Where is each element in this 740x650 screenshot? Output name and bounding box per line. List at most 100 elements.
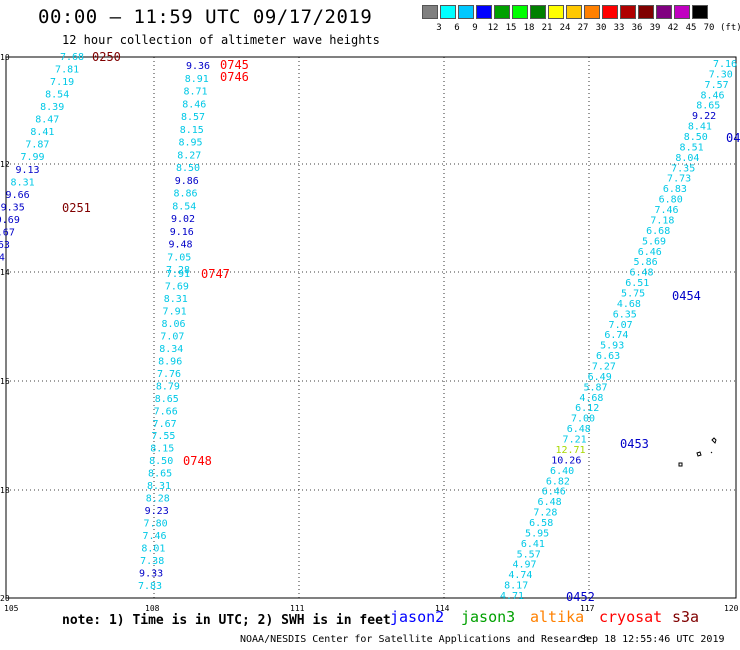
wave-height-value: 6.35 xyxy=(613,309,637,320)
color-scale-swatch xyxy=(566,5,582,19)
wave-height-value: 8.15 xyxy=(180,125,204,136)
wave-height-value: 8.96 xyxy=(158,356,182,367)
wave-height-value: 6.48 xyxy=(567,424,591,435)
pass-time-label: 0746 xyxy=(220,70,249,84)
wave-height-value: 7.07 xyxy=(160,331,184,342)
satellite-s3a: s3a xyxy=(672,608,700,626)
satellite-jason3: jason3 xyxy=(461,608,516,626)
wave-height-value: 6.40 xyxy=(550,466,574,477)
wave-height-value: 7.57 xyxy=(705,80,729,91)
pass-time-label: 04 xyxy=(726,131,740,145)
wave-height-value: 5.95 xyxy=(525,528,549,539)
wave-height-value: 8.57 xyxy=(181,112,205,123)
color-scale-label: 6 xyxy=(454,23,460,33)
wave-height-value: 6.82 xyxy=(546,476,570,487)
color-scale-swatch xyxy=(476,5,492,19)
wave-height-value: 6.74 xyxy=(604,330,628,341)
wave-height-value: 8.71 xyxy=(183,87,207,98)
x-tick-label: 105 xyxy=(4,604,19,613)
color-scale-swatch xyxy=(458,5,474,19)
wave-height-value: 8.01 xyxy=(141,544,165,555)
wave-height-value: 5.69 xyxy=(642,236,666,247)
x-tick-label: 120 xyxy=(724,604,739,613)
wave-height-value: 9.63 xyxy=(0,240,10,251)
wave-height-value: 4.74 xyxy=(508,570,532,581)
wave-height-value: 8.31 xyxy=(11,177,35,188)
wave-height-value: 4.71 xyxy=(500,591,524,602)
wave-height-value: 6.46 xyxy=(638,247,662,258)
color-scale-swatch xyxy=(656,5,672,19)
y-tick-label: 10 xyxy=(0,53,10,62)
color-scale-swatch xyxy=(530,5,546,19)
wave-height-value: 6.80 xyxy=(659,195,683,206)
color-scale-label: 27 xyxy=(577,23,589,33)
satellite-jason2: jason2 xyxy=(390,608,445,626)
pass-time-label: 0453 xyxy=(620,437,649,451)
wave-height-value: 8.46 xyxy=(700,90,724,101)
color-scale-swatch xyxy=(674,5,690,19)
color-scale-swatch xyxy=(548,5,564,19)
color-scale-label: 39 xyxy=(649,23,661,33)
wave-height-value: 7.18 xyxy=(650,216,674,227)
wave-height-value: 4.68 xyxy=(617,299,641,310)
wave-height-value: 8.28 xyxy=(146,494,170,505)
wave-height-value: 5.57 xyxy=(517,549,541,560)
wave-height-value: 4.68 xyxy=(579,393,603,404)
wave-height-value: 9.33 xyxy=(139,569,163,580)
wave-height-value: 7.66 xyxy=(154,406,178,417)
footer-timestamp: Sep 18 12:55:46 UTC 2019 xyxy=(580,634,725,645)
wave-height-value: 7.38 xyxy=(140,556,164,567)
wave-height-value: 9.22 xyxy=(692,111,716,122)
wave-height-value: 9.36 xyxy=(186,61,210,72)
color-scale-unit: (ft) xyxy=(720,23,740,33)
color-scale-label: 70 xyxy=(703,23,715,33)
color-scale-label: 45 xyxy=(685,23,697,33)
x-tick-label: 108 xyxy=(145,604,160,613)
pass-time-label: 0745 xyxy=(220,58,249,72)
wave-height-value: 7.76 xyxy=(157,369,181,380)
wave-height-value: 4.97 xyxy=(512,560,536,571)
wave-height-value: 5.75 xyxy=(621,289,645,300)
wave-height-value: 8.31 xyxy=(147,481,171,492)
wave-height-value: 8.41 xyxy=(688,122,712,133)
wave-height-value: 9.69 xyxy=(0,215,20,226)
wave-height-value: 8.51 xyxy=(680,143,704,154)
wave-height-value: 7.55 xyxy=(151,431,175,442)
pass-time-label: 0251 xyxy=(62,201,91,215)
y-axis-ticks: 10 12 14 16 18 20 xyxy=(0,53,10,603)
wave-height-value: 8.86 xyxy=(173,189,197,200)
color-scale-label: 15 xyxy=(505,23,517,33)
pass-time-label: 0747 xyxy=(201,267,230,281)
color-scale-label: 18 xyxy=(523,23,535,33)
wave-height-value: 6.41 xyxy=(521,539,545,550)
map-subtitle: 12 hour collection of altimeter wave hei… xyxy=(62,33,380,47)
wave-height-value: 7.99 xyxy=(20,152,44,163)
wave-height-value: 5.87 xyxy=(583,382,607,393)
color-scale-label: 33 xyxy=(613,23,625,33)
wave-height-value: 6.51 xyxy=(625,278,649,289)
wave-height-value: 5.93 xyxy=(600,341,624,352)
map-frame xyxy=(5,56,737,599)
color-scale-label: 24 xyxy=(559,23,571,33)
color-scale-label: 21 xyxy=(541,23,553,33)
y-tick-label: 12 xyxy=(0,160,10,169)
wave-height-value: 8.15 xyxy=(150,444,174,455)
color-scale-label: 12 xyxy=(487,23,499,33)
wave-height-value: 6.63 xyxy=(596,351,620,362)
wave-height-value: 7.73 xyxy=(667,174,691,185)
color-scale-swatch xyxy=(494,5,510,19)
wave-height-value: 9.16 xyxy=(170,227,194,238)
altimeter-swaths: 7.687.817.198.548.398.478.417.877.999.13… xyxy=(0,52,737,602)
wave-height-value: 6.48 xyxy=(629,268,653,279)
wave-height-value: 7.46 xyxy=(654,205,678,216)
color-scale-swatch xyxy=(422,5,438,19)
color-scale-label: 42 xyxy=(667,23,679,33)
wave-height-value: 6.48 xyxy=(538,497,562,508)
wave-height-value: 8.47 xyxy=(35,115,59,126)
color-scale-swatch xyxy=(440,5,456,19)
wave-height-value: 7.16 xyxy=(713,59,737,70)
wave-height-value: 7.80 xyxy=(144,519,168,530)
wave-height-value: 9.94 xyxy=(0,253,5,264)
